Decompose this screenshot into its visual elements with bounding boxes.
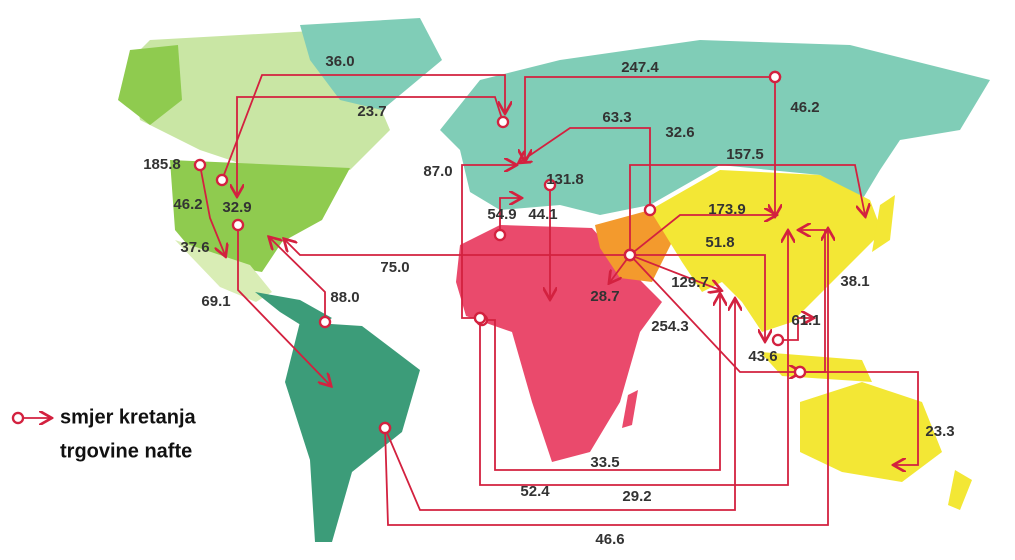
asia [650, 170, 882, 332]
flow-arrow [500, 198, 520, 235]
flow-label: 33.5 [590, 454, 619, 471]
flow-label: 46.2 [790, 99, 819, 116]
flow-label: 52.4 [520, 483, 550, 500]
flow-arrow [525, 77, 775, 160]
new-zealand [948, 470, 972, 510]
flow-label: 75.0 [380, 259, 409, 276]
madagascar [622, 390, 638, 428]
flow-arrow [520, 127, 650, 210]
flow-label: 69.1 [201, 293, 230, 310]
japan [872, 195, 895, 252]
flow-arrow [237, 96, 503, 195]
flow-arrow [200, 165, 225, 255]
flow-label: 54.9 [487, 206, 516, 223]
flow-label: 185.8 [143, 156, 181, 173]
flow-label: 46.2 [173, 196, 202, 213]
flow-label: 51.8 [705, 234, 734, 251]
flow-label: 43.6 [748, 348, 777, 365]
flow-label: 63.3 [602, 109, 631, 126]
flow-arrow [800, 372, 919, 465]
legend-text: smjer kretanja [60, 406, 197, 428]
flow-label: 61.1 [791, 312, 820, 329]
flow-label: 23.7 [357, 103, 386, 120]
flow-label: 247.4 [621, 59, 659, 76]
flow-label: 29.2 [622, 488, 651, 505]
flow-label: 36.0 [325, 53, 354, 70]
greenland [300, 18, 442, 110]
alaska [118, 45, 182, 125]
flows [200, 75, 919, 526]
flow-label: 157.5 [726, 146, 764, 163]
australia [800, 382, 942, 482]
flow-label: 129.7 [671, 274, 709, 291]
flow-label: 254.3 [651, 318, 689, 335]
flow-label: 32.9 [222, 199, 251, 216]
flow-label: 28.7 [590, 288, 619, 305]
legend: smjer kretanja trgovine nafte [18, 406, 197, 462]
flow-label: 173.9 [708, 201, 746, 218]
flow-arrow [385, 230, 828, 526]
flow-labels: 36.0 23.7 247.4 46.2 63.3 32.6 157.5 87.0 131.8 1… [143, 53, 954, 548]
flow-label: 37.6 [180, 239, 209, 256]
flow-arrow [238, 225, 330, 385]
flow-label: 23.3 [925, 423, 954, 440]
flow-label: 46.6 [595, 531, 624, 548]
flow-label: 38.1 [840, 273, 869, 290]
south-america [285, 322, 420, 542]
flow-label: 87.0 [423, 163, 452, 180]
legend-text: trgovine nafte [60, 440, 192, 462]
flow-label: 88.0 [330, 289, 359, 306]
flow-label: 32.6 [665, 124, 694, 141]
flow-label: 44.1 [528, 206, 557, 223]
flow-label: 131.8 [546, 171, 584, 188]
